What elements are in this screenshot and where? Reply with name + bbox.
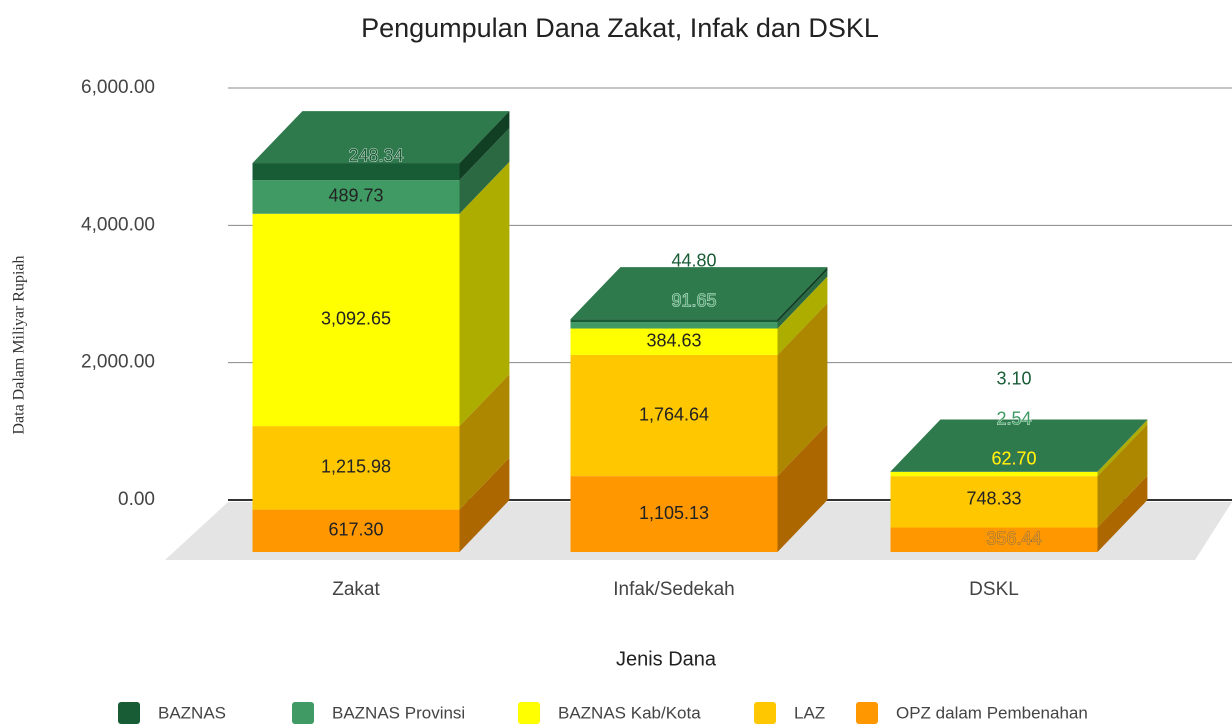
value-label: 62.70: [991, 449, 1036, 469]
y-tick-label: 4,000.00: [81, 214, 155, 235]
legend-swatch: [856, 702, 878, 724]
bar-side: [459, 111, 510, 181]
legend-label: BAZNAS Provinsi: [332, 703, 465, 722]
value-label: 356.44: [986, 529, 1041, 549]
value-label: 384.63: [646, 330, 701, 350]
value-label: 248.34: [348, 146, 403, 166]
bar-top: [570, 267, 828, 320]
value-label: 617.30: [328, 520, 383, 540]
bar-segment: [252, 426, 460, 510]
value-label: 3,092.65: [321, 309, 391, 329]
legend-label: LAZ: [794, 703, 825, 722]
bar-side: [459, 161, 510, 427]
bar-side: [777, 424, 828, 552]
bar-segment: [252, 509, 460, 552]
legend-swatch: [118, 702, 140, 724]
legend-swatch: [518, 702, 540, 724]
bar-side: [1097, 419, 1148, 477]
legend-label: BAZNAS Kab/Kota: [558, 703, 701, 722]
value-label: 1,105.13: [639, 503, 709, 523]
bar-side: [777, 302, 828, 477]
x-tick-label: Infak/Sedekah: [613, 579, 734, 600]
value-label: 3.10: [996, 369, 1031, 389]
value-label: 489.73: [328, 186, 383, 206]
y-axis-label: Data Dalam Miliyar Rupiah: [11, 255, 28, 434]
bar-top: [890, 419, 1148, 472]
legend-swatch: [754, 702, 776, 724]
bar-segment: [890, 476, 1098, 528]
bar-side: [1097, 419, 1148, 472]
value-label: 1,215.98: [321, 457, 391, 477]
bar-segment: [252, 180, 460, 214]
value-label: 1,764.64: [639, 404, 709, 424]
bar-segment: [252, 213, 460, 427]
y-tick-label: 2,000.00: [81, 352, 155, 373]
value-label: 2.54: [996, 409, 1031, 429]
bar-side: [777, 270, 828, 329]
bar-segment: [252, 163, 460, 181]
bar-segment: [570, 476, 778, 552]
bar-side: [459, 374, 510, 510]
bar-side: [1097, 419, 1148, 472]
value-label: 44.80: [671, 250, 716, 270]
x-tick-label: Zakat: [332, 579, 380, 600]
bar-segment: [570, 328, 778, 355]
y-tick-label: 6,000.00: [81, 77, 155, 98]
bar-top: [252, 111, 510, 164]
legend-label: BAZNAS: [158, 703, 226, 722]
bar-segment: [890, 471, 1098, 477]
bar-side: [459, 128, 510, 214]
bar-segment: [570, 354, 778, 477]
chart-title: Pengumpulan Dana Zakat, Infak dan DSKL: [361, 13, 879, 43]
bar-side: [1097, 475, 1148, 552]
bar-segment: [570, 322, 778, 329]
legend-label: OPZ dalam Pembenahan: [896, 703, 1088, 722]
bar-side: [1097, 424, 1148, 528]
x-tick-label: DSKL: [969, 579, 1019, 600]
bar-segment: [570, 319, 778, 323]
bar-side: [777, 267, 828, 323]
bar-segment: [890, 527, 1098, 552]
value-label: 748.33: [966, 489, 1021, 509]
y-tick-label: 0.00: [118, 489, 155, 510]
bar-side: [459, 457, 510, 552]
x-axis-label: Jenis Dana: [616, 648, 717, 670]
bar-side: [777, 276, 828, 355]
legend-swatch: [292, 702, 314, 724]
value-label: 91.65: [671, 290, 716, 310]
